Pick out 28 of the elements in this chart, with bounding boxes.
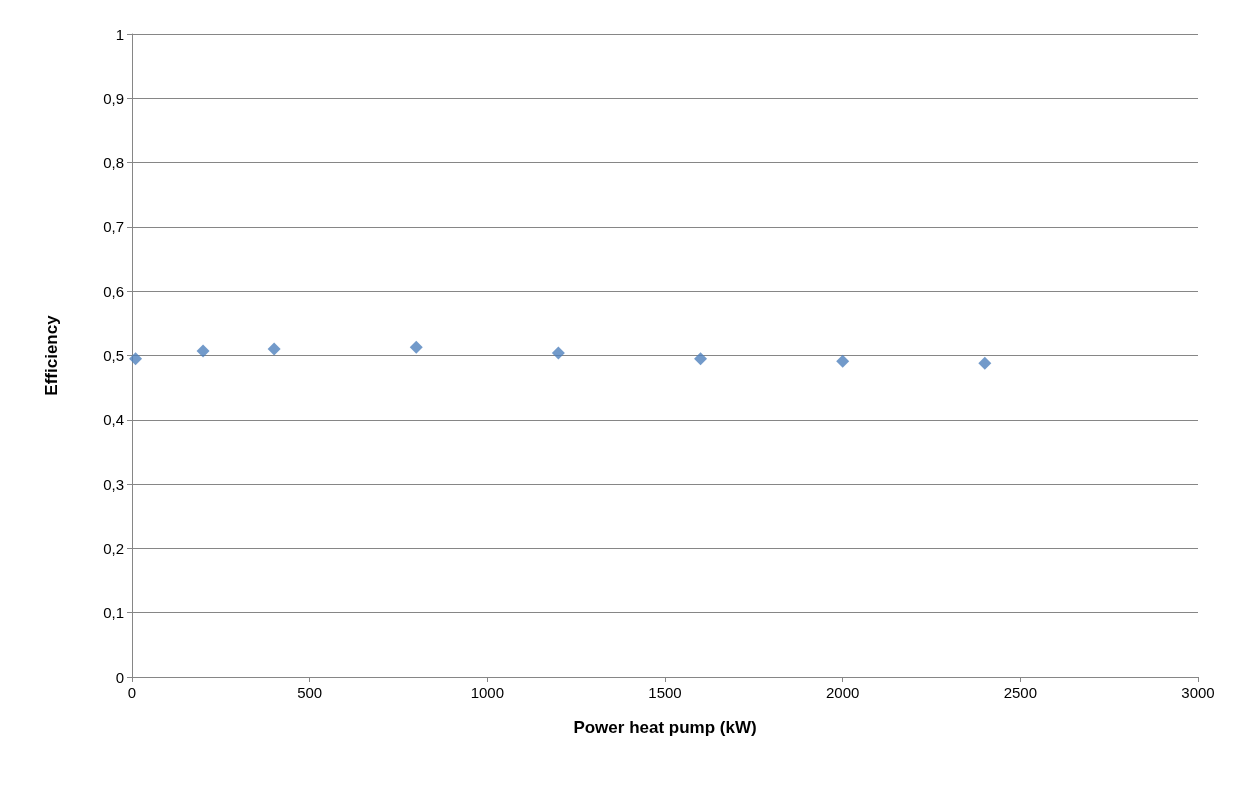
point <box>409 340 423 354</box>
y-tick-label: 1 <box>115 25 124 43</box>
point <box>836 354 850 368</box>
x-tick-label: 500 <box>297 684 323 701</box>
y-tick-label: 0,3 <box>103 475 124 493</box>
y-tick-label: 0,4 <box>103 411 124 429</box>
y-axis-title: Efficiency <box>42 314 61 396</box>
y-tick-label: 0,8 <box>103 154 124 172</box>
x-tick-label: 2500 <box>1003 684 1038 701</box>
x-axis-title: Power heat pump (kW) <box>573 718 757 737</box>
point <box>978 356 992 370</box>
point <box>129 352 143 366</box>
point <box>267 342 281 356</box>
y-tick-label: 0,2 <box>103 539 124 557</box>
x-tick-label: 1500 <box>648 684 682 701</box>
x-tick-label: 3000 <box>1181 684 1215 701</box>
x-tick-label: 0 <box>127 684 137 701</box>
y-tick-label: 0,1 <box>103 604 124 622</box>
y-tick-label: 0,6 <box>103 282 124 300</box>
x-tick-label: 1000 <box>470 684 505 701</box>
point <box>196 344 210 358</box>
y-tick-label: 0,5 <box>103 347 124 364</box>
x-tick-label: 2000 <box>825 684 860 701</box>
y-tick-label: 0 <box>115 668 124 686</box>
y-tick-label: 0,7 <box>103 218 124 236</box>
point <box>551 346 565 360</box>
point <box>694 352 708 366</box>
y-tick-label: 0,9 <box>103 89 124 107</box>
